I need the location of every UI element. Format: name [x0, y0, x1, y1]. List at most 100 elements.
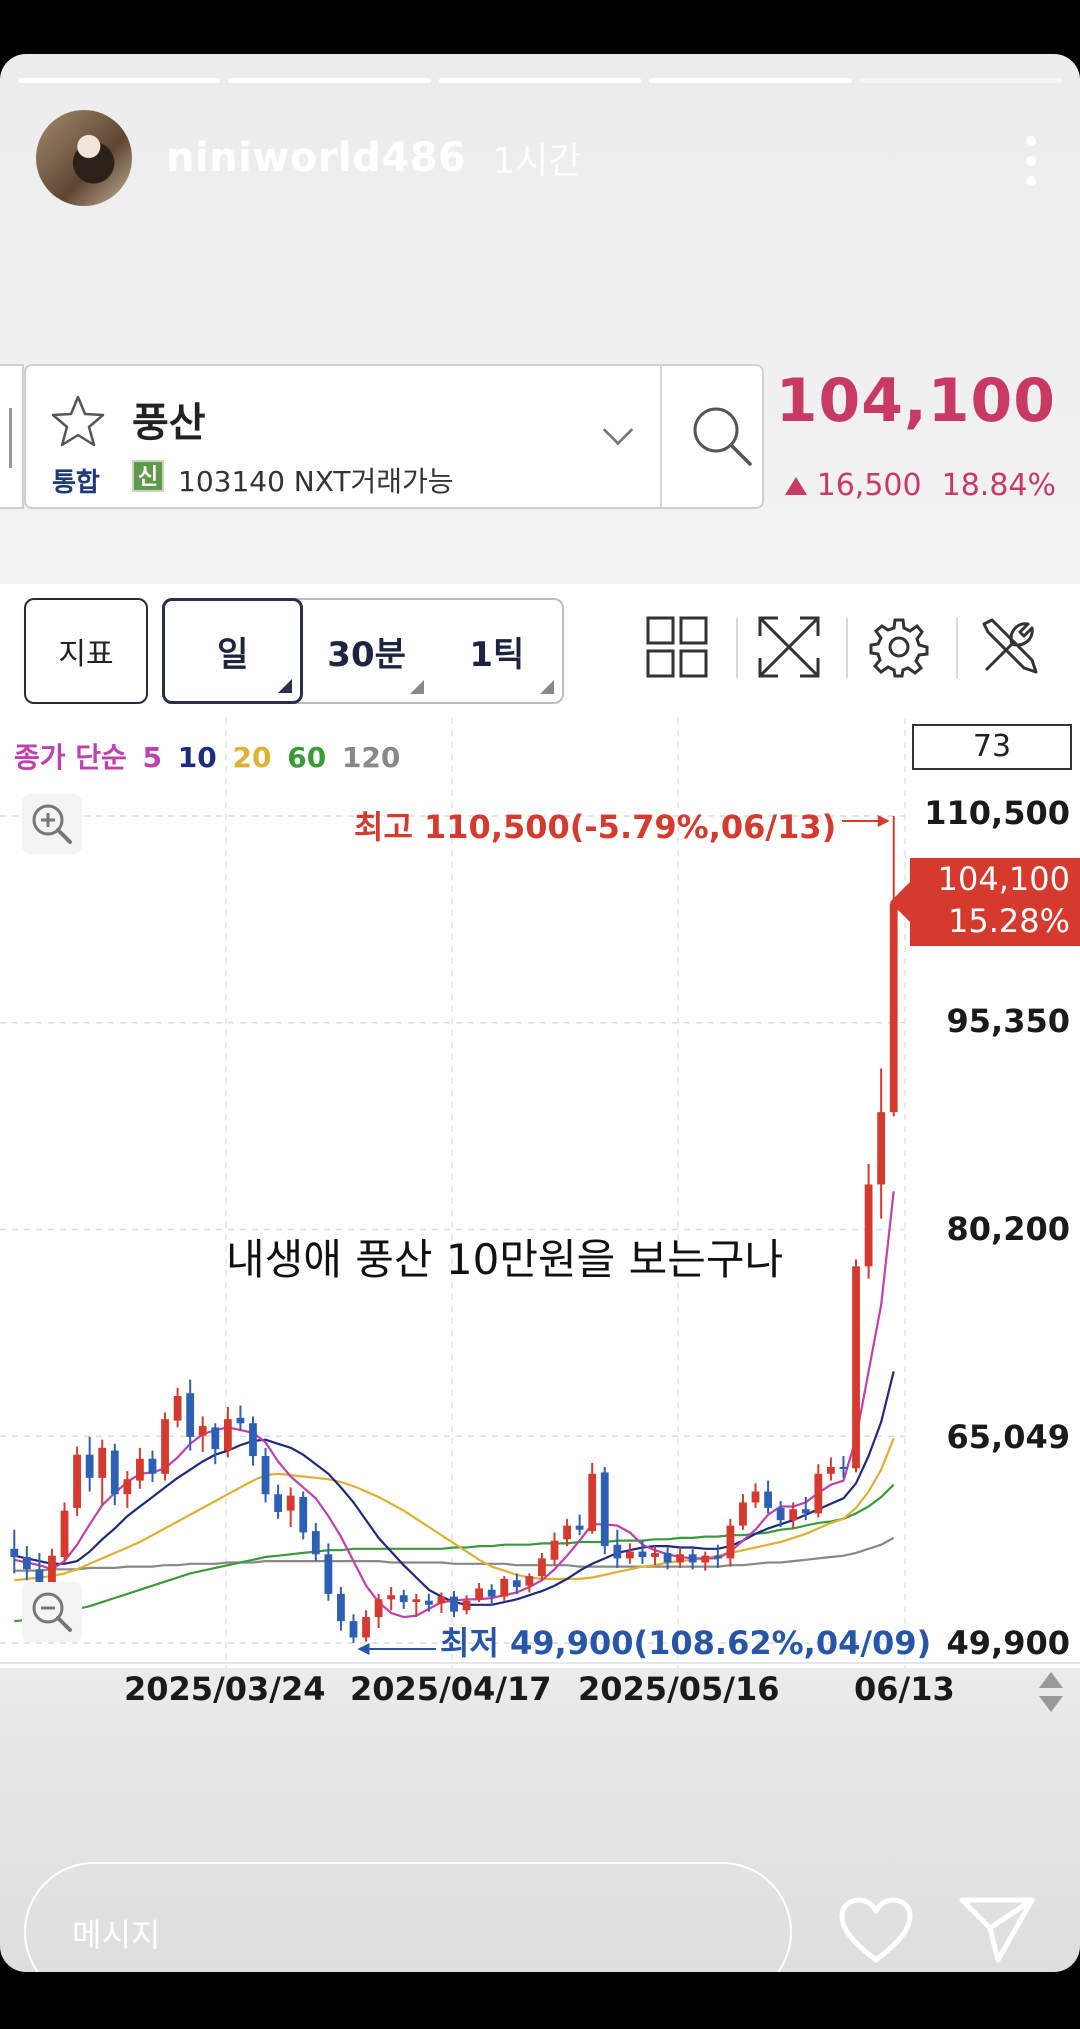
current-price-tag: 104,100 15.28% [890, 858, 1080, 946]
message-placeholder: 메시지 [72, 1916, 161, 1954]
legend-ma20: 20 [232, 741, 272, 774]
candle-body [487, 1589, 496, 1597]
candle-body [123, 1479, 132, 1495]
period-tick[interactable]: 1틱 [432, 600, 562, 702]
high-annotation: 최고 110,500(-5.79%,06/13) [354, 808, 837, 846]
stock-selector[interactable]: 풍산 통합 신 103140 NXT거래가능 [24, 364, 764, 509]
candle-body [223, 1419, 232, 1451]
tools-icon[interactable] [976, 614, 1042, 680]
candle-body [349, 1621, 358, 1638]
send-icon[interactable] [958, 1894, 1036, 1964]
candle-body [412, 1599, 421, 1603]
progress-segment [649, 78, 852, 83]
progress-segment-current [859, 78, 1063, 83]
search-icon[interactable] [686, 400, 756, 470]
layout-grid-icon[interactable] [644, 614, 710, 680]
candle-body [651, 1552, 659, 1558]
story-header: niniworld486 1시간 [36, 110, 1044, 206]
candle-body [839, 1466, 848, 1469]
star-icon[interactable] [48, 392, 108, 452]
candle-body [801, 1509, 810, 1514]
progress-segment [438, 78, 642, 83]
candle-body [538, 1558, 546, 1577]
candle-body [764, 1491, 772, 1508]
y-tick-label: 80,200 [946, 1210, 1070, 1248]
ma-line-60 [14, 1483, 895, 1623]
candle-body [600, 1472, 609, 1547]
candle-body [638, 1551, 647, 1558]
candle-body [726, 1525, 735, 1559]
candle-body [10, 1548, 19, 1558]
candle-body [186, 1393, 195, 1437]
ma-line-120 [14, 1536, 895, 1572]
period-label: 30분 [327, 634, 406, 675]
candle-body [261, 1456, 270, 1495]
indicator-button[interactable]: 지표 [24, 598, 148, 704]
side-panel-handle[interactable] [0, 364, 24, 509]
candle-body [173, 1395, 182, 1421]
low-annotation: 최저 49,900(108.62%,04/09) [440, 1624, 932, 1662]
more-options-icon[interactable] [1024, 136, 1038, 186]
ma-legend: 종가 단순 5 10 20 60 120 [14, 736, 406, 776]
heart-icon[interactable] [838, 1896, 914, 1966]
candle-body [776, 1507, 785, 1521]
candle-body [751, 1491, 760, 1503]
current-price-value: 104,100 [937, 860, 1070, 898]
progress-segment [18, 78, 221, 83]
candle-body [613, 1544, 622, 1559]
credit-badge: 신 [132, 460, 164, 492]
current-price: 104,100 [775, 366, 1056, 436]
legend-ma10: 10 [177, 741, 217, 774]
divider [736, 618, 738, 678]
chart-canvas[interactable] [0, 718, 1080, 1668]
divider [846, 618, 848, 678]
candle-body [161, 1419, 169, 1474]
period-30min[interactable]: 30분 [301, 600, 431, 702]
candle-body [22, 1557, 31, 1570]
ma-line-20 [14, 1437, 895, 1582]
candle-body [701, 1555, 710, 1563]
candle-body [362, 1617, 370, 1638]
chart-toolbar: 지표 일 30분 1틱 [0, 584, 1080, 724]
candle-body [739, 1502, 747, 1526]
candle-body [663, 1552, 672, 1563]
candle-body [249, 1423, 257, 1457]
candle-body [387, 1595, 396, 1600]
candle-body [676, 1554, 685, 1563]
candle-body [827, 1466, 835, 1474]
x-tick-label: 2025/03/24 [124, 1670, 326, 1708]
value-box[interactable]: 73 [912, 724, 1072, 770]
period-daily[interactable]: 일 [162, 598, 304, 704]
fullscreen-icon[interactable] [756, 614, 822, 680]
username[interactable]: niniworld486 [166, 135, 467, 181]
candle-body [625, 1551, 634, 1559]
legend-ma60: 60 [287, 741, 327, 774]
candle-body [688, 1554, 697, 1563]
scroll-updown-icon[interactable] [1036, 1670, 1066, 1714]
story-caption: 내생애 풍산 10만원을 보는구나 [226, 1235, 784, 1284]
zoom-in-icon[interactable] [20, 792, 84, 856]
y-tick-label: 49,900 [946, 1624, 1070, 1662]
candle-body [713, 1555, 722, 1559]
candle-body [324, 1554, 333, 1594]
period-label: 1틱 [469, 634, 525, 675]
candle-body [274, 1494, 283, 1512]
candlestick-chart[interactable]: 종가 단순 5 10 20 60 120 73 110,500 95,350 8… [0, 718, 1080, 1712]
message-input[interactable]: 메시지 [24, 1862, 792, 1972]
chevron-down-icon[interactable] [602, 414, 634, 446]
avatar[interactable] [36, 110, 132, 206]
candle-body [852, 1266, 860, 1469]
candle-body [437, 1596, 446, 1604]
gear-icon[interactable] [866, 614, 932, 680]
candle-body [814, 1473, 823, 1514]
zoom-out-icon[interactable] [20, 1580, 84, 1644]
x-tick-label: 2025/05/16 [578, 1670, 780, 1708]
stock-name: 풍산 [132, 400, 206, 446]
stock-code: 103140 NXT거래가능 [178, 465, 454, 498]
legend-prefix: 종가 단순 [14, 741, 127, 774]
divider [956, 618, 958, 678]
y-tick-label: 110,500 [924, 794, 1070, 832]
candle-body [500, 1578, 509, 1597]
candle-body [337, 1593, 345, 1622]
candle-body [575, 1525, 584, 1530]
